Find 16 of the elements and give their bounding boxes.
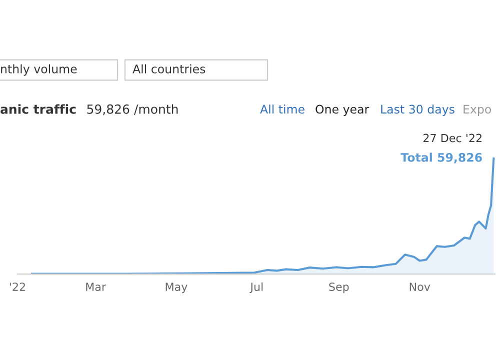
text: All countries bbox=[132, 64, 206, 74]
x-tick-label: May bbox=[166, 282, 188, 294]
x-tick-label: Nov bbox=[410, 282, 430, 291]
x-tick-label: '22 bbox=[10, 282, 25, 291]
annotation: Total 59,826 bbox=[400, 152, 482, 164]
text: All time bbox=[260, 104, 304, 114]
text: nthly volume bbox=[1, 64, 77, 76]
chart-subtitle: 59,826 /month bbox=[87, 104, 178, 116]
text: One year bbox=[316, 104, 370, 116]
x-tick-label: Jul bbox=[250, 282, 263, 294]
x-tick-label: Sep bbox=[329, 282, 349, 294]
text: Expo bbox=[464, 104, 492, 116]
chart-title: anic traffic bbox=[0, 104, 76, 114]
x-tick-label: Mar bbox=[86, 282, 106, 291]
text: Last 30 days bbox=[381, 104, 454, 116]
annotation: 27 Dec '22 bbox=[423, 134, 482, 142]
